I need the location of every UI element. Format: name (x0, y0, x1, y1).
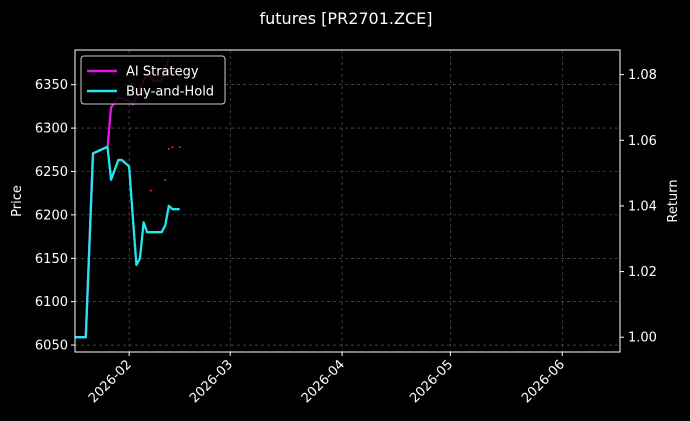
x-axis: 2026-02 2026-03 2026-04 2026-05 2026-06 (86, 352, 568, 406)
y-tick-label: 6050 (35, 339, 68, 354)
x-tick-label: 2026-03 (187, 357, 236, 406)
legend-label-buy-and-hold: Buy-and-Hold (126, 85, 214, 100)
y-axis-label: Price (10, 185, 25, 217)
y-axis-right: 1.00 1.02 1.04 1.06 1.08 (620, 68, 657, 346)
y2-tick-label: 1.06 (628, 134, 657, 149)
grid-lines (75, 50, 620, 352)
price-marker (149, 189, 152, 192)
price-marker (167, 148, 170, 150)
y2-tick-label: 1.08 (628, 68, 657, 83)
legend-label-ai-strategy: AI Strategy (126, 65, 199, 80)
plot-frame (74, 49, 621, 353)
y2-axis-label: Return (666, 179, 681, 222)
y-tick-label: 6200 (35, 208, 68, 223)
series-line-buy-and-hold (75, 145, 180, 339)
y-tick-label: 6150 (35, 252, 68, 267)
y-tick-label: 6100 (35, 295, 68, 310)
y-tick-label: 6300 (35, 122, 68, 137)
x-tick-label: 2026-05 (407, 357, 456, 406)
x-tick-label: 2026-04 (299, 357, 348, 406)
x-tick-label: 2026-06 (519, 357, 568, 406)
price-marker (171, 146, 174, 149)
price-marker (178, 146, 181, 149)
y-tick-label: 6250 (35, 165, 68, 180)
legend: AI Strategy Buy-and-Hold (80, 55, 226, 105)
y-tick-label: 6350 (35, 78, 68, 93)
y2-tick-label: 1.04 (628, 199, 657, 214)
y2-tick-label: 1.00 (628, 331, 657, 346)
price-marker (164, 179, 167, 182)
y-axis-left: 6050 6100 6150 6200 6250 6300 6350 (35, 78, 75, 354)
y2-tick-label: 1.02 (628, 265, 657, 280)
chart-title: futures [PR2701.ZCE] (260, 9, 433, 28)
x-tick-label: 2026-02 (86, 357, 135, 406)
